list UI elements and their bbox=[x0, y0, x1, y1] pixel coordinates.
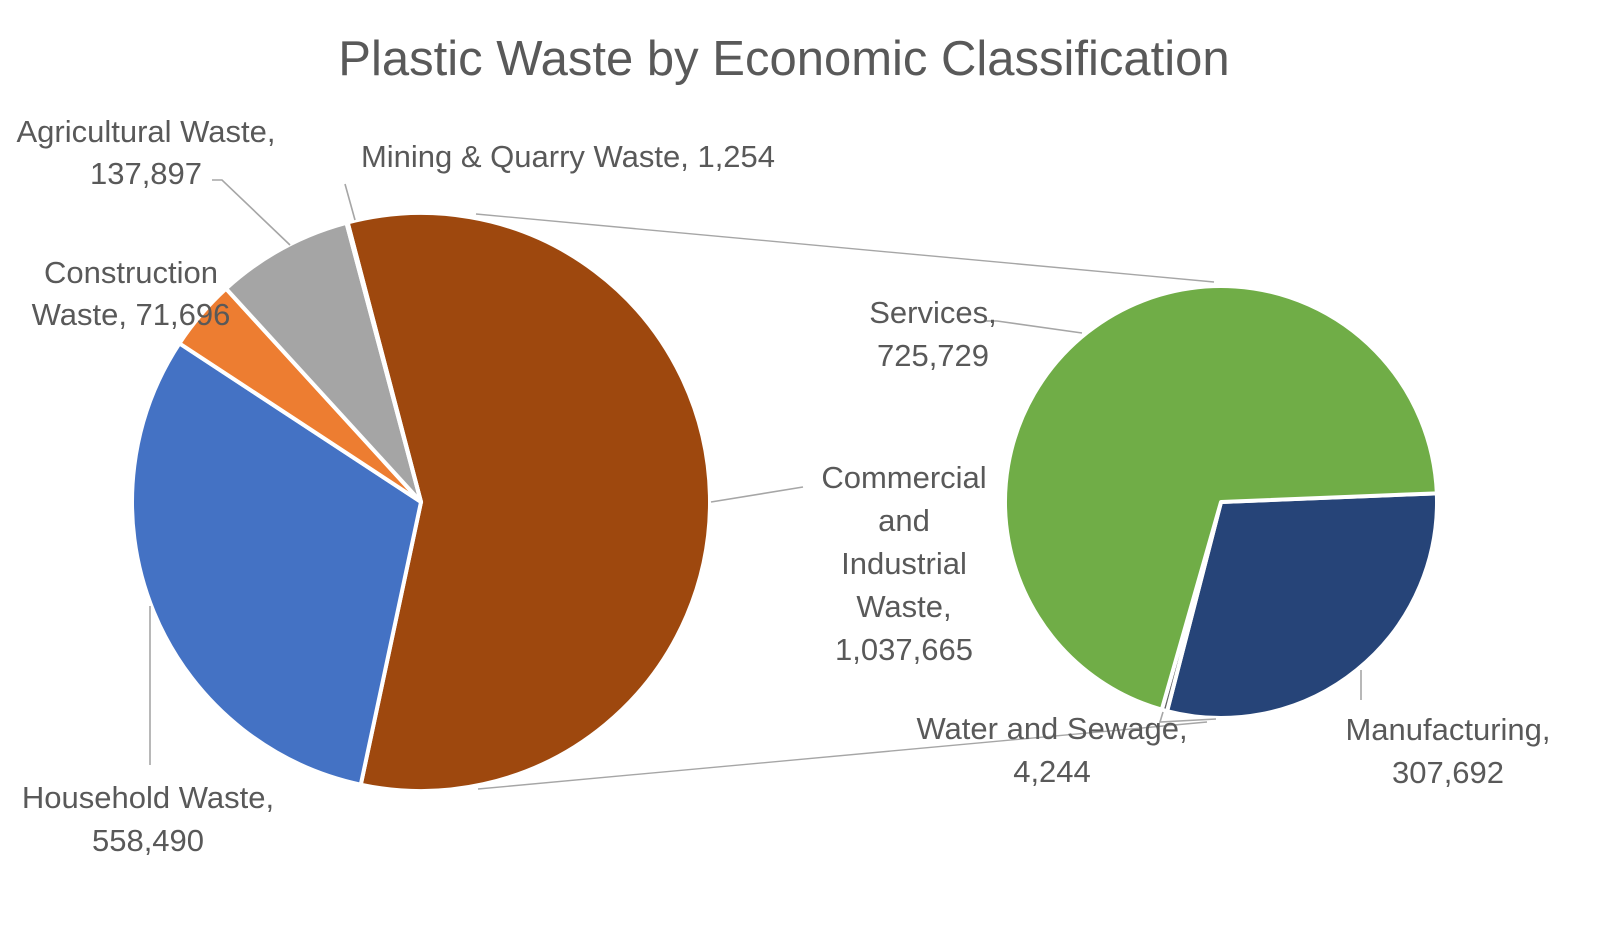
leader-line-water-and-sewage bbox=[1158, 711, 1217, 723]
data-label-agricultural-waste: 137,897 bbox=[90, 156, 202, 191]
data-label-mining-and-quarry-waste: Mining & Quarry Waste, 1,254 bbox=[361, 139, 775, 174]
leader-line-services bbox=[985, 320, 1083, 334]
data-label-agricultural-waste: Agricultural Waste, bbox=[17, 114, 276, 149]
pie-connector-lines bbox=[475, 213, 1215, 790]
chart-title: Plastic Waste by Economic Classification bbox=[338, 32, 1229, 86]
connector-line-bottom bbox=[477, 721, 1208, 790]
leader-line-mining-and-quarry-waste bbox=[344, 183, 356, 221]
data-label-services: 725,729 bbox=[877, 338, 989, 373]
leader-line-commercial-and-industrial-waste bbox=[710, 486, 804, 503]
data-label-services: Services, bbox=[869, 295, 996, 330]
data-label-commercial-and-industrial-waste: Industrial bbox=[841, 546, 967, 581]
slice-mining-and-quarry-waste bbox=[344, 220, 423, 504]
secondary-pie bbox=[1003, 284, 1439, 720]
data-label-construction-waste: Construction bbox=[44, 255, 218, 290]
connector-line-top bbox=[475, 213, 1215, 283]
leader-line-agricultural-waste bbox=[212, 179, 291, 246]
data-label-household-waste: Household Waste, bbox=[22, 780, 274, 815]
slice-household-waste bbox=[130, 341, 423, 787]
data-label-commercial-and-industrial-waste: and bbox=[878, 503, 930, 538]
slice-commercial-and-industrial-waste bbox=[345, 211, 712, 793]
data-label-commercial-and-industrial-waste: Waste, bbox=[856, 589, 951, 624]
data-label-construction-waste: Waste, 71,696 bbox=[32, 297, 231, 332]
data-label-household-waste: 558,490 bbox=[92, 823, 204, 858]
slice-services bbox=[1003, 284, 1439, 712]
data-label-manufacturing: 307,692 bbox=[1392, 755, 1504, 790]
slice-agricultural-waste bbox=[224, 220, 423, 504]
data-label-commercial-and-industrial-waste: 1,037,665 bbox=[835, 632, 973, 667]
data-labels: Commercial and Industrial Waste, 1,037,665 Ho… bbox=[17, 114, 1551, 858]
data-label-commercial-and-industrial-waste: Commercial bbox=[821, 460, 986, 495]
slice-manufacturing bbox=[1165, 491, 1439, 720]
leader-lines bbox=[149, 179, 1362, 765]
data-label-water-and-sewage: Water and Sewage, bbox=[916, 711, 1187, 746]
data-label-water-and-sewage: 4,244 bbox=[1013, 754, 1091, 789]
data-label-manufacturing: Manufacturing, bbox=[1345, 712, 1550, 747]
primary-pie bbox=[130, 211, 712, 793]
